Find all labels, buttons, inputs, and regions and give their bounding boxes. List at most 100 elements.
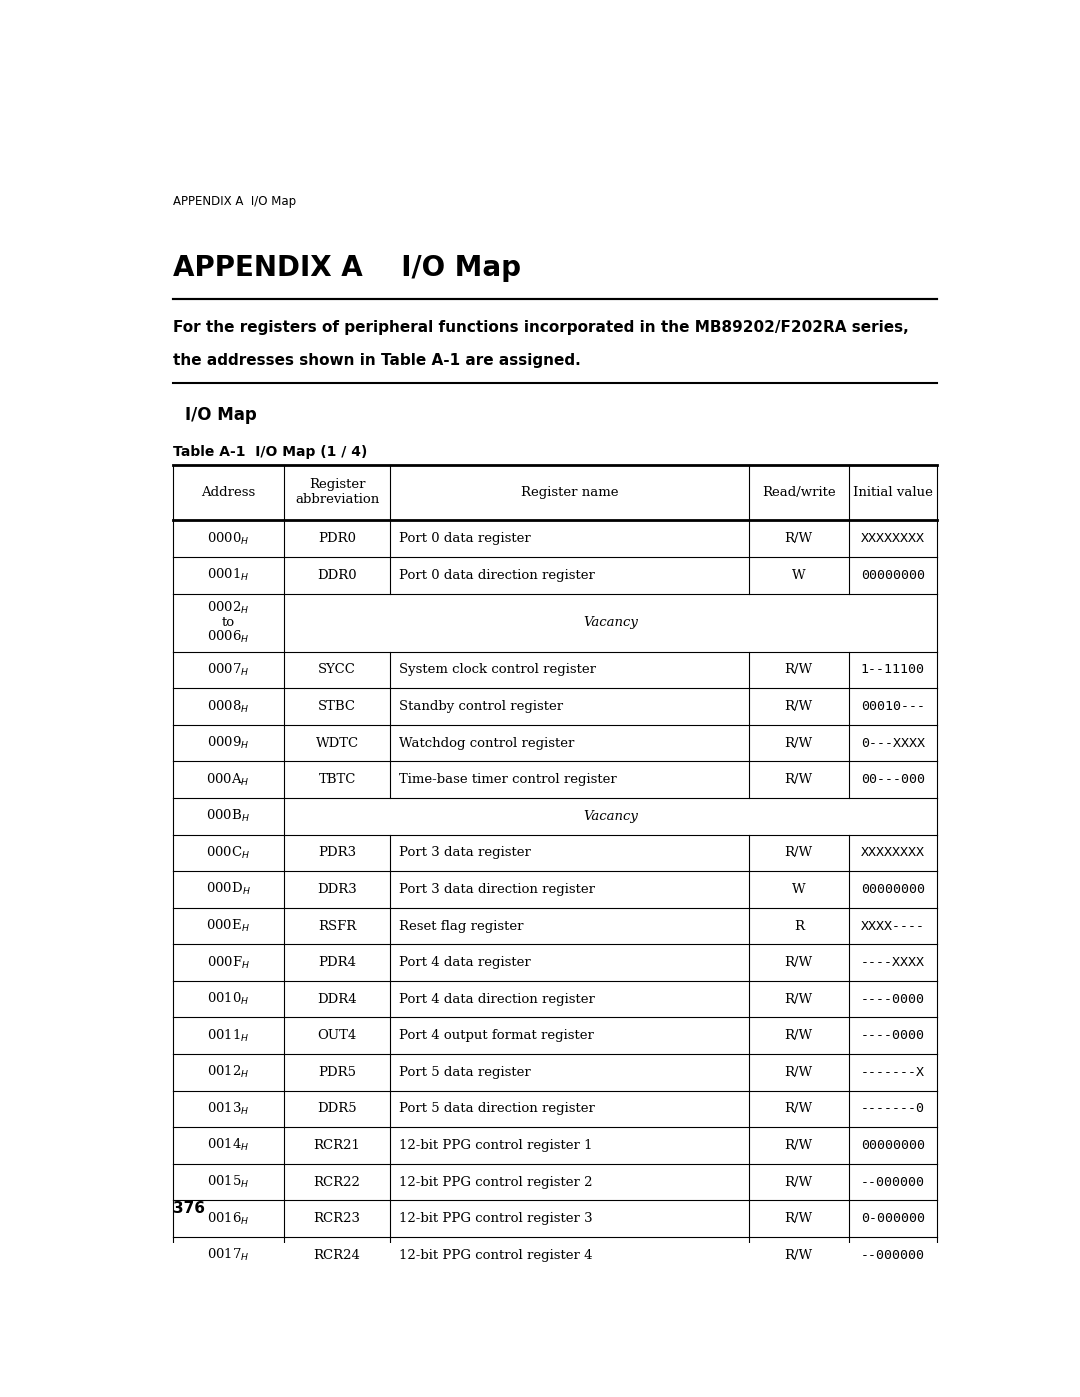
Text: Port 3 data register: Port 3 data register <box>399 847 530 859</box>
Text: 0013$_H$: 0013$_H$ <box>207 1101 249 1118</box>
Text: 00000000: 00000000 <box>861 1139 924 1153</box>
Text: I/O Map: I/O Map <box>186 407 257 425</box>
Text: SYCC: SYCC <box>319 664 356 676</box>
Text: PDR3: PDR3 <box>319 847 356 859</box>
Text: 0000$_H$: 0000$_H$ <box>207 531 249 546</box>
Text: 0016$_H$: 0016$_H$ <box>207 1211 249 1227</box>
Text: Time-base timer control register: Time-base timer control register <box>399 773 617 787</box>
Text: RCR24: RCR24 <box>313 1249 361 1261</box>
Text: For the registers of peripheral functions incorporated in the MB89202/F202RA ser: For the registers of peripheral function… <box>173 320 908 335</box>
Text: 0014$_H$: 0014$_H$ <box>207 1137 249 1154</box>
Text: Watchdog control register: Watchdog control register <box>399 736 575 750</box>
Text: Read/write: Read/write <box>761 486 836 499</box>
Text: ----0000: ----0000 <box>861 1030 924 1042</box>
Text: Reset flag register: Reset flag register <box>399 919 523 933</box>
Text: Port 4 output format register: Port 4 output format register <box>399 1030 594 1042</box>
Text: 376: 376 <box>173 1201 205 1217</box>
Text: ----0000: ----0000 <box>861 993 924 1006</box>
Text: 00---000: 00---000 <box>861 773 924 787</box>
Text: --000000: --000000 <box>861 1249 924 1261</box>
Text: Port 3 data direction register: Port 3 data direction register <box>399 883 595 895</box>
Text: 0002$_H$: 0002$_H$ <box>207 601 249 616</box>
Text: R/W: R/W <box>785 1066 813 1078</box>
Text: OUT4: OUT4 <box>318 1030 356 1042</box>
Text: 000A$_H$: 000A$_H$ <box>206 771 251 788</box>
Text: R: R <box>794 919 804 933</box>
Text: XXXXXXXX: XXXXXXXX <box>861 847 924 859</box>
Text: Port 5 data register: Port 5 data register <box>399 1066 530 1078</box>
Text: the addresses shown in Table A-1 are assigned.: the addresses shown in Table A-1 are ass… <box>173 352 580 367</box>
Text: 0010$_H$: 0010$_H$ <box>207 990 249 1007</box>
Text: 0017$_H$: 0017$_H$ <box>207 1248 249 1263</box>
Text: 0009$_H$: 0009$_H$ <box>207 735 249 752</box>
Text: RCR21: RCR21 <box>313 1139 361 1153</box>
Text: 000F$_H$: 000F$_H$ <box>206 954 249 971</box>
Text: RCR23: RCR23 <box>313 1213 361 1225</box>
Text: 000B$_H$: 000B$_H$ <box>206 809 251 824</box>
Text: Address: Address <box>201 486 256 499</box>
Text: R/W: R/W <box>785 700 813 712</box>
Text: Vacancy: Vacancy <box>583 810 638 823</box>
Text: 0006$_H$: 0006$_H$ <box>207 629 249 645</box>
Text: XXXXXXXX: XXXXXXXX <box>861 532 924 545</box>
Text: APPENDIX A    I/O Map: APPENDIX A I/O Map <box>173 254 521 282</box>
Text: 0015$_H$: 0015$_H$ <box>207 1173 249 1190</box>
Text: R/W: R/W <box>785 1213 813 1225</box>
Text: -------X: -------X <box>861 1066 924 1078</box>
Text: DDR3: DDR3 <box>318 883 357 895</box>
Text: R/W: R/W <box>785 956 813 970</box>
Text: Initial value: Initial value <box>853 486 933 499</box>
Text: R/W: R/W <box>785 1102 813 1115</box>
Text: Port 0 data register: Port 0 data register <box>399 532 530 545</box>
Text: R/W: R/W <box>785 1175 813 1189</box>
Text: W: W <box>792 569 806 581</box>
Text: R/W: R/W <box>785 773 813 787</box>
Text: 000D$_H$: 000D$_H$ <box>206 882 251 897</box>
Text: WDTC: WDTC <box>315 736 359 750</box>
Text: R/W: R/W <box>785 847 813 859</box>
Text: Register
abbreviation: Register abbreviation <box>295 479 379 507</box>
Text: 0001$_H$: 0001$_H$ <box>207 567 249 584</box>
Text: R/W: R/W <box>785 1139 813 1153</box>
Text: DDR4: DDR4 <box>318 993 357 1006</box>
Text: R/W: R/W <box>785 1030 813 1042</box>
Text: 0011$_H$: 0011$_H$ <box>207 1028 249 1044</box>
Text: 0---XXXX: 0---XXXX <box>861 736 924 750</box>
Text: RSFR: RSFR <box>318 919 356 933</box>
Text: PDR5: PDR5 <box>319 1066 356 1078</box>
Text: Port 4 data direction register: Port 4 data direction register <box>399 993 594 1006</box>
Text: 0012$_H$: 0012$_H$ <box>207 1065 249 1080</box>
Text: 12-bit PPG control register 4: 12-bit PPG control register 4 <box>399 1249 592 1261</box>
Text: System clock control register: System clock control register <box>399 664 596 676</box>
Text: R/W: R/W <box>785 736 813 750</box>
Text: -------0: -------0 <box>861 1102 924 1115</box>
Text: 00010---: 00010--- <box>861 700 924 712</box>
Text: 00000000: 00000000 <box>861 883 924 895</box>
Text: XXXX----: XXXX---- <box>861 919 924 933</box>
Text: R/W: R/W <box>785 1249 813 1261</box>
Text: Table A-1  I/O Map (1 / 4): Table A-1 I/O Map (1 / 4) <box>173 446 367 460</box>
Text: PDR0: PDR0 <box>319 532 356 545</box>
Text: Port 5 data direction register: Port 5 data direction register <box>399 1102 594 1115</box>
Text: 0-000000: 0-000000 <box>861 1213 924 1225</box>
Text: 00000000: 00000000 <box>861 569 924 581</box>
Text: APPENDIX A  I/O Map: APPENDIX A I/O Map <box>173 194 296 208</box>
Text: Port 0 data direction register: Port 0 data direction register <box>399 569 594 581</box>
Text: Register name: Register name <box>521 486 618 499</box>
Text: --000000: --000000 <box>861 1175 924 1189</box>
Text: Standby control register: Standby control register <box>399 700 563 712</box>
Text: R/W: R/W <box>785 664 813 676</box>
Text: to: to <box>221 616 234 629</box>
Text: 0007$_H$: 0007$_H$ <box>207 662 249 678</box>
Text: 1--11100: 1--11100 <box>861 664 924 676</box>
Text: R/W: R/W <box>785 532 813 545</box>
Text: ----XXXX: ----XXXX <box>861 956 924 970</box>
Text: W: W <box>792 883 806 895</box>
Text: STBC: STBC <box>319 700 356 712</box>
Text: 12-bit PPG control register 2: 12-bit PPG control register 2 <box>399 1175 592 1189</box>
Text: PDR4: PDR4 <box>319 956 356 970</box>
Text: 000C$_H$: 000C$_H$ <box>206 845 251 861</box>
Text: Port 4 data register: Port 4 data register <box>399 956 530 970</box>
Text: 12-bit PPG control register 1: 12-bit PPG control register 1 <box>399 1139 592 1153</box>
Text: Vacancy: Vacancy <box>583 616 638 629</box>
